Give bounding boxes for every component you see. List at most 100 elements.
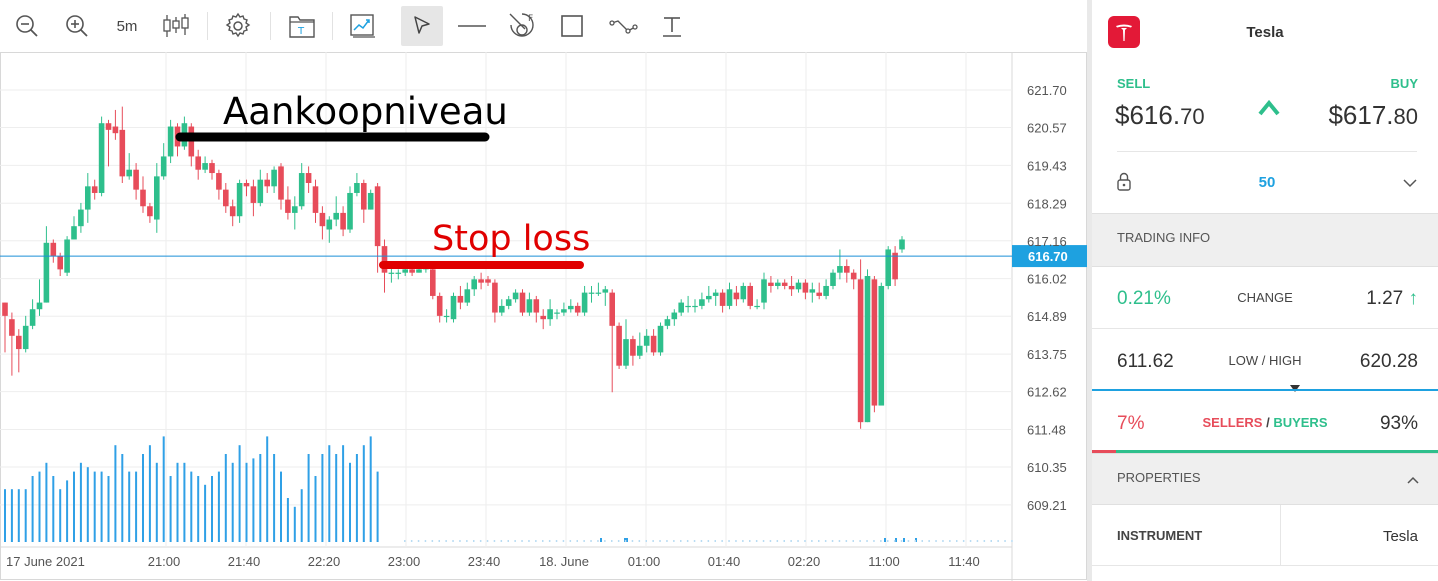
arrow-up-icon: ↑ — [1408, 288, 1419, 309]
change-percent: 0.21% — [1117, 288, 1171, 309]
x-tick-label: 23:40 — [468, 554, 501, 569]
volume-bar — [928, 540, 930, 542]
candle — [361, 183, 367, 210]
volume-bar — [293, 506, 296, 542]
y-tick-label: 611.48 — [1027, 422, 1066, 437]
volume-bar — [142, 454, 144, 542]
panel-divider[interactable] — [1087, 0, 1092, 581]
volume-bar — [493, 540, 496, 542]
volume-bar — [24, 489, 27, 542]
volume-bar — [542, 540, 544, 542]
candle — [899, 239, 905, 250]
chevron-down-icon[interactable] — [1402, 176, 1418, 194]
volume-bar — [500, 540, 503, 542]
volume-bar — [555, 540, 558, 542]
volume-bar — [700, 540, 703, 542]
candle — [98, 123, 105, 193]
volume-bar — [169, 476, 172, 542]
candle — [22, 325, 29, 350]
volume-bar — [838, 540, 841, 542]
candle — [643, 335, 650, 346]
sell-price-button[interactable]: $616.70 — [1115, 100, 1205, 131]
current-price-tag — [1012, 245, 1087, 268]
volume-bar — [804, 540, 806, 542]
volume-bar — [617, 540, 620, 542]
volume-bar — [721, 540, 723, 542]
instrument-value: Tesla — [1382, 528, 1418, 545]
properties-header[interactable]: PROPERTIES — [1092, 453, 1438, 505]
volume-bar — [845, 540, 848, 542]
candles-icon[interactable] — [158, 6, 194, 46]
timeframe-button[interactable]: 5m — [108, 6, 146, 46]
rectangle-icon[interactable] — [554, 6, 590, 46]
candle — [885, 249, 891, 286]
candle — [609, 292, 615, 326]
candle — [637, 345, 643, 356]
candle — [160, 156, 167, 177]
volume-bar — [583, 540, 585, 542]
volume-bar — [735, 540, 737, 542]
candle — [892, 252, 898, 280]
zoom-out-icon[interactable] — [10, 6, 44, 46]
candle — [878, 285, 885, 406]
volume-bar — [514, 540, 516, 542]
volume-bar — [590, 540, 592, 542]
volume-bar — [259, 454, 262, 542]
candle — [664, 319, 671, 326]
volume-bar — [286, 498, 289, 542]
price-chart[interactable]: 616.70 Aankoopniveau Stop loss 621.70 620.5… — [0, 52, 1087, 581]
chart-canvas[interactable]: 616.70 Aankoopniveau Stop loss 621.70 620.5… — [0, 52, 1087, 581]
text-icon[interactable] — [654, 6, 690, 46]
candle — [347, 192, 353, 230]
volume-bar — [548, 540, 551, 542]
volume-bar — [680, 540, 682, 542]
candle — [554, 312, 560, 314]
change-label: CHANGE — [1237, 290, 1293, 305]
buy-price-button[interactable]: $617.80 — [1328, 100, 1418, 131]
volume-bar — [252, 458, 255, 542]
buyers-percent: 93% — [1379, 413, 1418, 434]
quantity-value[interactable]: 50 — [1258, 174, 1276, 191]
chevron-up-icon[interactable] — [1406, 472, 1420, 490]
low-high-range-bar — [1092, 389, 1438, 391]
sell-price-decimals: 70 — [1180, 104, 1205, 129]
candle — [816, 292, 822, 296]
sentiment-label: SELLERS / BUYERS — [1202, 415, 1328, 430]
trading-info-header: TRADING INFO — [1092, 213, 1438, 267]
volume-bar — [266, 436, 269, 542]
cursor-icon[interactable] — [401, 6, 443, 46]
candle — [547, 309, 553, 320]
y-tick-label: 610.35 — [1027, 460, 1067, 475]
volume-bar — [903, 538, 905, 542]
candle — [616, 325, 622, 366]
candle — [450, 295, 457, 320]
volume-bar — [431, 540, 434, 542]
lock-icon[interactable] — [1116, 172, 1132, 197]
volume-bar — [990, 540, 992, 542]
fibonacci-icon[interactable]: F — [504, 6, 540, 46]
volume-bar — [410, 540, 413, 542]
templates-icon[interactable]: T — [284, 6, 320, 46]
candle — [512, 292, 519, 300]
candle — [209, 163, 215, 174]
zoom-in-icon[interactable] — [60, 6, 94, 46]
candle — [50, 242, 57, 257]
candle — [526, 299, 533, 313]
volume-bar — [749, 540, 751, 542]
low-high-label: LOW / HIGH — [1228, 353, 1302, 368]
indicators-icon[interactable] — [344, 6, 380, 46]
trendline-icon[interactable] — [606, 6, 642, 46]
horizontal-line-icon[interactable] — [454, 6, 490, 46]
volume-bar — [17, 489, 20, 542]
volume-bar — [93, 471, 96, 542]
settings-icon[interactable] — [220, 6, 256, 46]
x-tick-label: 02:20 — [788, 554, 821, 569]
volume-bar — [895, 538, 897, 542]
volume-bar — [183, 462, 186, 542]
candle — [333, 212, 339, 220]
volume-bar — [569, 540, 572, 542]
y-tick-label: 616.02 — [1027, 272, 1067, 287]
properties-title: PROPERTIES — [1117, 470, 1201, 485]
high-value: 620.28 — [1359, 351, 1418, 372]
volume-bar — [197, 476, 200, 542]
